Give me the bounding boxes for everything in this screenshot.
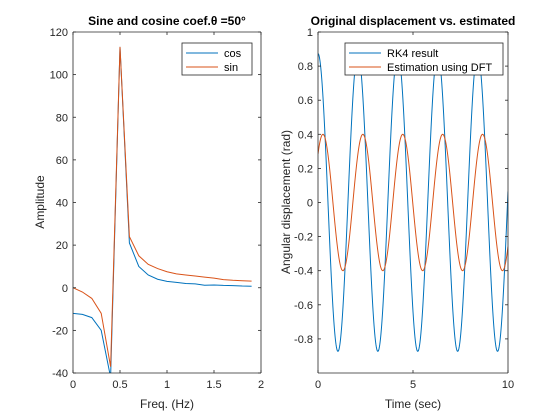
right-panel: Original displacement vs. estimated 0 5 10…: [279, 14, 515, 411]
right-x-axis-label: Time (sec): [385, 397, 441, 411]
left-y-tick-label: 40: [56, 198, 68, 210]
left-x-tick-label: 2: [258, 379, 264, 391]
series-line-sin: [73, 46, 252, 367]
left-x-tick-label: 0: [70, 379, 76, 391]
left-chart-title: Sine and cosine coef.θ =50°: [88, 14, 246, 28]
right-y-tick-label: -0.6: [294, 300, 313, 312]
right-y-axis-label: Angular displacement (rad): [279, 130, 293, 274]
right-x-tick-label: 10: [502, 379, 514, 391]
right-y-tick-label: -0.2: [294, 232, 313, 244]
left-y-tick-label: 0: [62, 283, 68, 295]
right-y-tick-label: -0.4: [294, 266, 313, 278]
left-legend-box: [181, 42, 253, 76]
left-x-ticks: 0 0.5 1 1.5 2: [70, 32, 264, 391]
right-x-tick-label: 0: [315, 379, 321, 391]
right-y-tick-label: -0.8: [294, 334, 313, 346]
right-chart-title: Original displacement vs. estimated: [311, 14, 516, 28]
left-legend: cos sin: [181, 42, 253, 76]
left-y-tick-label: 100: [50, 70, 68, 82]
left-y-tick-label: -40: [52, 368, 68, 380]
right-legend: RK4 result Estimation using DFT: [344, 42, 504, 76]
left-y-tick-label: 80: [56, 112, 68, 124]
left-x-axis-label: Freq. (Hz): [140, 397, 194, 411]
right-y-ticks: -0.8 -0.6 -0.4 -0.2 0 0.2 0.4 0.6 0.8 1: [294, 27, 508, 346]
right-y-tick-label: 0.6: [298, 95, 313, 107]
right-y-tick-label: 0.8: [298, 61, 313, 73]
left-y-ticks: -40 -20 0 20 40 60 80 100 120: [50, 27, 261, 380]
right-x-ticks: 0 5 10: [315, 32, 514, 391]
left-y-tick-label: 120: [50, 27, 68, 39]
left-plot-area: [73, 46, 252, 373]
left-x-tick-label: 1: [164, 379, 170, 391]
legend-label-cos: cos: [224, 48, 242, 60]
right-y-tick-label: 1: [307, 27, 313, 39]
legend-label-rk4: RK4 result: [387, 48, 438, 60]
right-legend-box: [344, 42, 504, 76]
right-y-tick-label: 0.2: [298, 163, 313, 175]
left-panel: Sine and cosine coef.θ =50° 0 0.5 1 1.5 2 -4…: [33, 14, 264, 411]
left-x-tick-label: 1.5: [206, 379, 221, 391]
left-y-tick-label: 60: [56, 155, 68, 167]
left-x-tick-label: 0.5: [112, 379, 127, 391]
legend-label-sin: sin: [224, 62, 238, 74]
left-y-axis-label: Amplitude: [33, 175, 47, 229]
series-line-cos: [73, 46, 252, 373]
right-x-tick-label: 5: [410, 379, 416, 391]
right-y-tick-label: 0: [307, 198, 313, 210]
right-y-tick-label: 0.4: [298, 129, 313, 141]
left-y-tick-label: 20: [56, 240, 68, 252]
left-y-tick-label: -20: [52, 325, 68, 337]
series-line-estimation-using-dft: [318, 133, 508, 272]
legend-label-dft: Estimation using DFT: [387, 62, 492, 74]
